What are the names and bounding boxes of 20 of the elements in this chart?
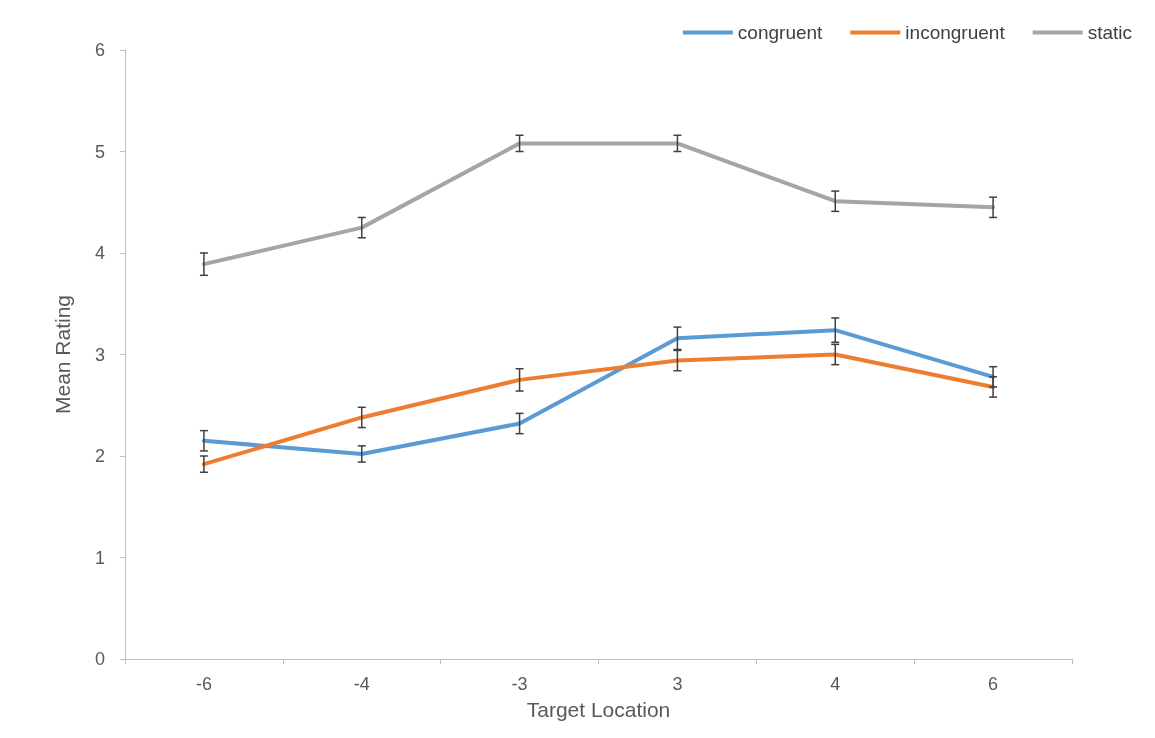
line-series — [201, 141, 996, 267]
x-tick-label: -6 — [195, 674, 212, 694]
y-tick-label: 2 — [94, 446, 105, 466]
x-tick-label: -4 — [353, 674, 370, 694]
line-series — [201, 328, 996, 456]
x-axis-title: Target Location — [526, 698, 671, 721]
x-tick-label: 4 — [830, 674, 841, 694]
legend-label: congruent — [737, 22, 824, 43]
legend-label: static — [1087, 22, 1133, 43]
y-tick-label: 6 — [94, 40, 105, 60]
legend-label: incongruent — [905, 22, 1006, 43]
x-tick-label: 6 — [988, 674, 999, 694]
y-tick-label: 1 — [94, 547, 105, 568]
y-tick-label: 5 — [94, 141, 105, 162]
y-tick-label: 0 — [94, 649, 105, 669]
y-tick-label: 4 — [94, 243, 105, 263]
x-tick-label: -3 — [511, 674, 528, 694]
y-tick-label: 3 — [94, 344, 105, 365]
y-axis-title: Mean Rating — [51, 294, 74, 415]
x-tick-label: 3 — [672, 674, 683, 694]
